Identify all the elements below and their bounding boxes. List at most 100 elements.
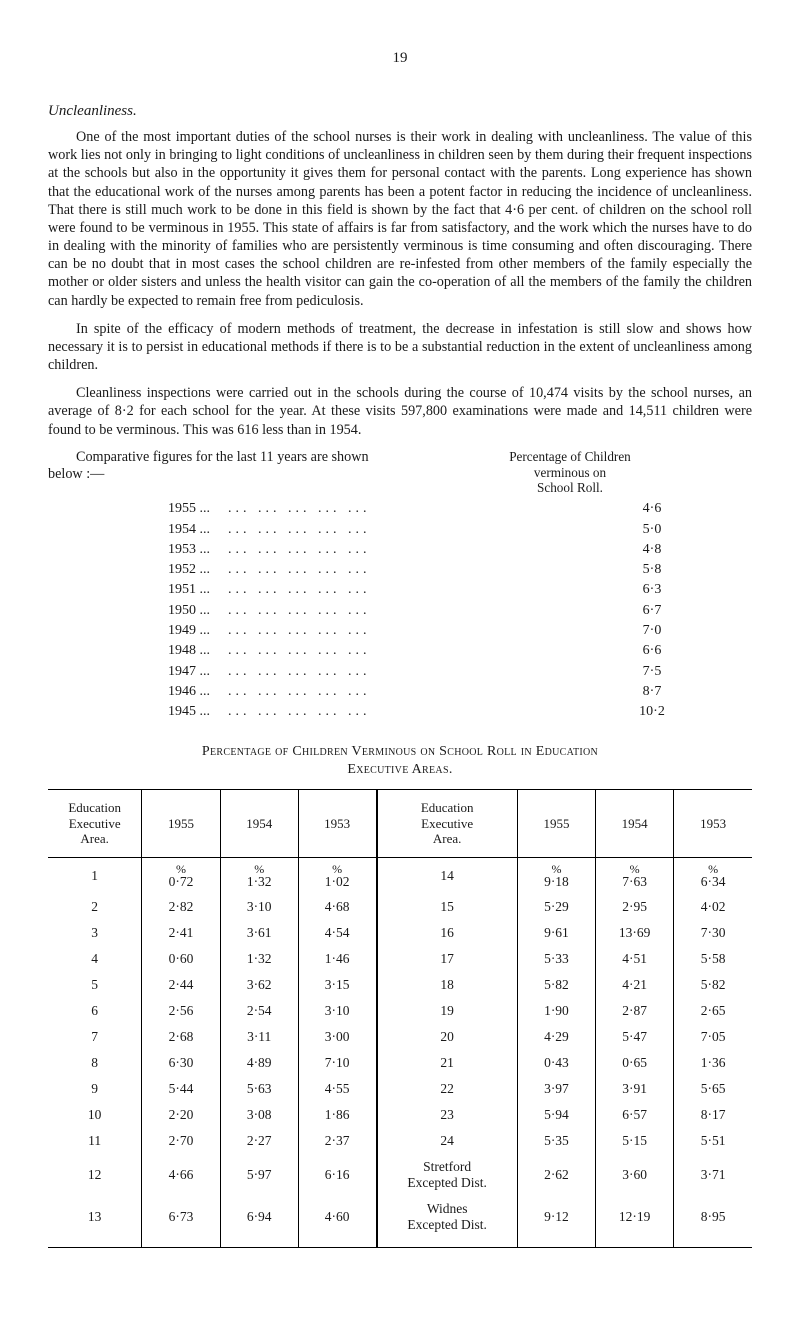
year-label: 1950 ...: [168, 601, 228, 621]
year-dots: ... ... ... ... ...: [228, 641, 612, 661]
table-cell: 4·68: [298, 894, 376, 920]
year-value: 6·7: [612, 601, 692, 621]
year-label: 1946 ...: [168, 682, 228, 702]
table-cell: 5·82: [517, 972, 595, 998]
year-value: 4·8: [612, 540, 692, 560]
table-cell: 2·70: [142, 1128, 220, 1154]
table-cell: 12·19: [596, 1196, 674, 1248]
table-cell: 14: [377, 857, 518, 894]
table-cell: 5·63: [220, 1076, 298, 1102]
table-row: 32·413·614·54169·6113·697·30: [48, 920, 752, 946]
table-cell: 6·30: [142, 1050, 220, 1076]
table-cell: 3·62: [220, 972, 298, 998]
table-cell: 22: [377, 1076, 518, 1102]
year-row: 1954 ...... ... ... ... ...5·0: [168, 520, 692, 540]
table-row: 1%0·72%1·32%1·0214%9·18%7·63%6·34: [48, 857, 752, 894]
year-dots: ... ... ... ... ...: [228, 520, 612, 540]
year-value: 7·0: [612, 621, 692, 641]
table-cell: 3·71: [674, 1154, 752, 1196]
table-cell: 0·43: [517, 1050, 595, 1076]
table-cell: 5·94: [517, 1102, 595, 1128]
table-cell: 2·54: [220, 998, 298, 1024]
table-cell: 5·51: [674, 1128, 752, 1154]
table-cell: 2·82: [142, 894, 220, 920]
table-cell: 13·69: [596, 920, 674, 946]
table-cell: 9·61: [517, 920, 595, 946]
table-cell: 1·86: [298, 1102, 376, 1128]
th-1953-left: 1953: [298, 789, 376, 857]
table-cell: %1·32: [220, 857, 298, 894]
table-cell: 6·57: [596, 1102, 674, 1128]
th-area-left: EducationExecutiveArea.: [48, 789, 142, 857]
comp-header-line1: Percentage of Children: [509, 449, 631, 464]
table-cell: StretfordExcepted Dist.: [377, 1154, 518, 1196]
table-cell: 3·08: [220, 1102, 298, 1128]
year-dots: ... ... ... ... ...: [228, 499, 612, 519]
paragraph-1: One of the most important duties of the …: [48, 128, 752, 310]
comp-header-line2: verminous on: [534, 465, 606, 480]
table-cell: 10: [48, 1102, 142, 1128]
table-cell: 15: [377, 894, 518, 920]
table-cell: 5·82: [674, 972, 752, 998]
section-heading: Uncleanliness.: [48, 103, 752, 120]
year-row: 1953 ...... ... ... ... ...4·8: [168, 540, 692, 560]
comparative-intro: Comparative figures for the last 11 year…: [48, 449, 388, 497]
year-dots: ... ... ... ... ...: [228, 560, 612, 580]
paragraph-3: Cleanliness inspections were carried out…: [48, 384, 752, 439]
table-cell: 7·30: [674, 920, 752, 946]
table-cell: 1·90: [517, 998, 595, 1024]
table-cell: %6·34: [674, 857, 752, 894]
paragraph-2: In spite of the efficacy of modern metho…: [48, 320, 752, 375]
table-cell: 6: [48, 998, 142, 1024]
table-row: 102·203·081·86235·946·578·17: [48, 1102, 752, 1128]
th-1954-left: 1954: [220, 789, 298, 857]
table-cell: 4·66: [142, 1154, 220, 1196]
table-cell: 18: [377, 972, 518, 998]
table-cell: 11: [48, 1128, 142, 1154]
table-body: 1%0·72%1·32%1·0214%9·18%7·63%6·3422·823·…: [48, 857, 752, 1248]
table-row: 40·601·321·46175·334·515·58: [48, 946, 752, 972]
table-cell: 8: [48, 1050, 142, 1076]
table-cell: 2·62: [517, 1154, 595, 1196]
th-1955-right: 1955: [517, 789, 595, 857]
table-cell: WidnesExcepted Dist.: [377, 1196, 518, 1248]
table-cell: 5·97: [220, 1154, 298, 1196]
table-cell: 17: [377, 946, 518, 972]
year-row: 1950 ...... ... ... ... ...6·7: [168, 601, 692, 621]
table-cell: 3·10: [298, 998, 376, 1024]
table-cell: 6·94: [220, 1196, 298, 1248]
table-cell: 4·21: [596, 972, 674, 998]
table-cell: 20: [377, 1024, 518, 1050]
table-cell: 0·65: [596, 1050, 674, 1076]
table-row: 86·304·897·10210·430·651·36: [48, 1050, 752, 1076]
table-row: 22·823·104·68155·292·954·02: [48, 894, 752, 920]
table-cell: 2·44: [142, 972, 220, 998]
table-cell: 4·60: [298, 1196, 376, 1248]
year-row: 1952 ...... ... ... ... ...5·8: [168, 560, 692, 580]
year-value: 5·8: [612, 560, 692, 580]
year-row: 1949 ...... ... ... ... ...7·0: [168, 621, 692, 641]
table-cell: 6·73: [142, 1196, 220, 1248]
table-cell: 24: [377, 1128, 518, 1154]
table-cell: 2·95: [596, 894, 674, 920]
table-cell: 1·36: [674, 1050, 752, 1076]
year-value: 4·6: [612, 499, 692, 519]
table-row: 95·445·634·55223·973·915·65: [48, 1076, 752, 1102]
table-cell: 9: [48, 1076, 142, 1102]
year-dots: ... ... ... ... ...: [228, 662, 612, 682]
table-cell: %0·72: [142, 857, 220, 894]
table-cell: 5·35: [517, 1128, 595, 1154]
table-cell: 2·41: [142, 920, 220, 946]
table-row: 72·683·113·00204·295·477·05: [48, 1024, 752, 1050]
table-row: 62·562·543·10191·902·872·65: [48, 998, 752, 1024]
table-row: 112·702·272·37245·355·155·51: [48, 1128, 752, 1154]
th-1954-right: 1954: [596, 789, 674, 857]
year-dots: ... ... ... ... ...: [228, 682, 612, 702]
th-1953-right: 1953: [674, 789, 752, 857]
table-cell: 4·02: [674, 894, 752, 920]
table-cell: 3·61: [220, 920, 298, 946]
table-title: Percentage of Children Verminous on Scho…: [48, 743, 752, 779]
table-cell: 1·32: [220, 946, 298, 972]
table-cell: %9·18: [517, 857, 595, 894]
year-row: 1955 ...... ... ... ... ...4·6: [168, 499, 692, 519]
